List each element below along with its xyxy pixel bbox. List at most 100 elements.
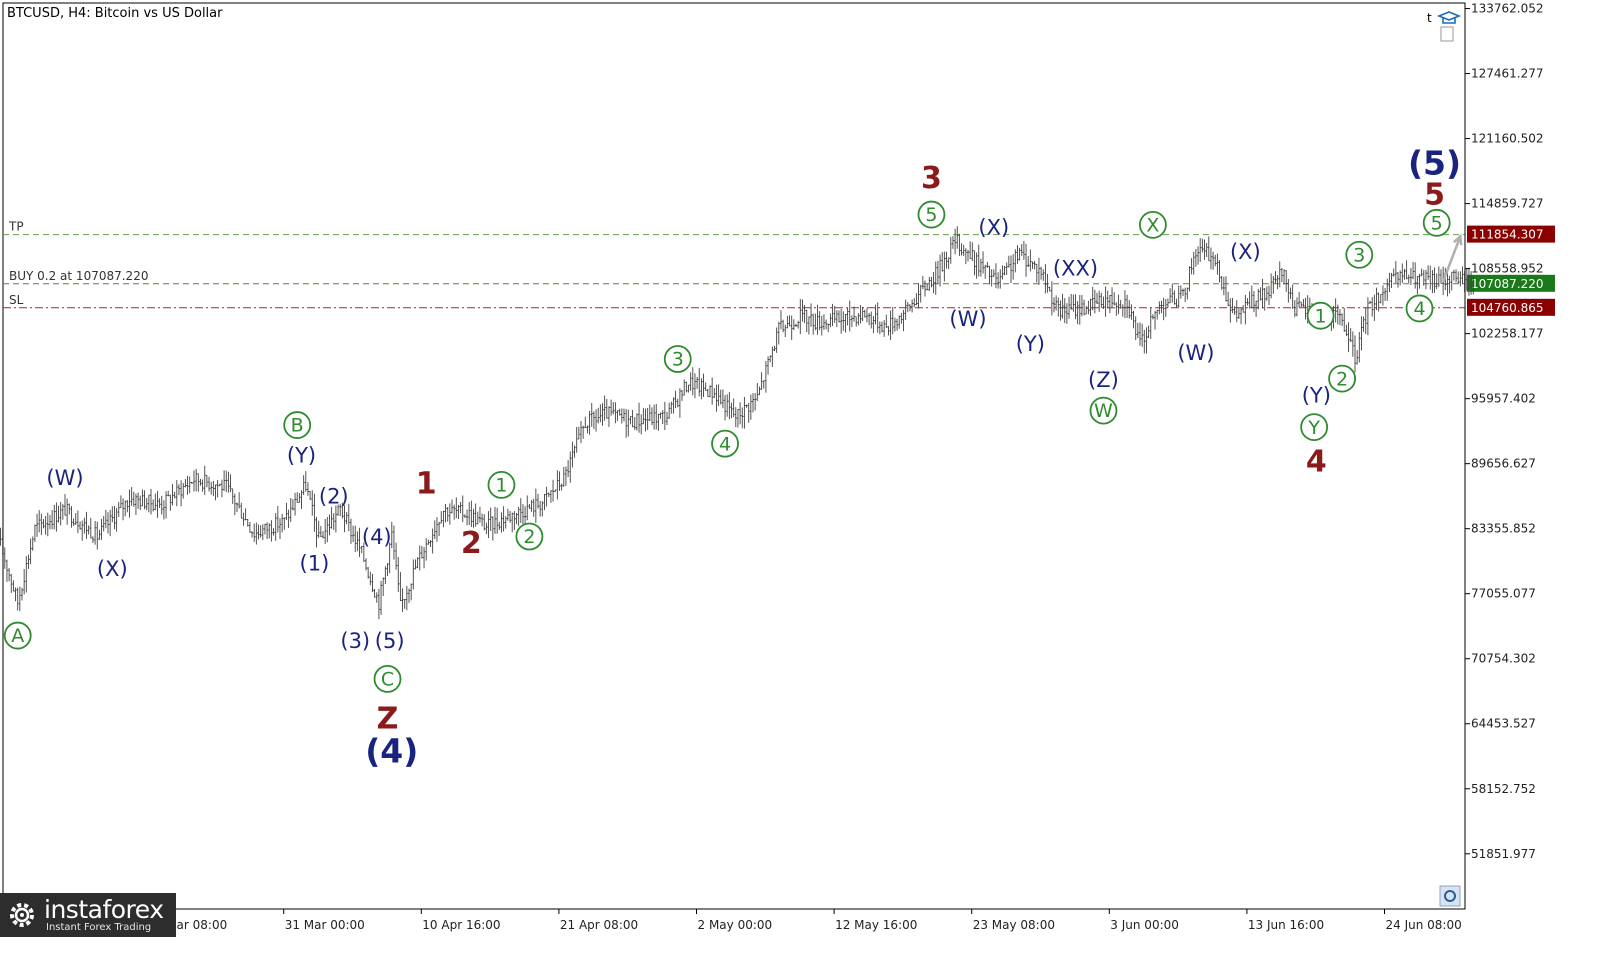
price-bar: [91, 536, 94, 544]
wave-label: (Y): [287, 443, 316, 467]
price-bar: [1042, 269, 1045, 282]
wave-label-circle: [487, 470, 516, 499]
price-bar: [177, 484, 180, 496]
price-bar: [620, 408, 623, 424]
price-bar: [281, 513, 284, 533]
price-bar: [55, 502, 58, 532]
price-bar: [586, 425, 589, 434]
price-bar: [259, 525, 262, 538]
price-bar: [552, 479, 555, 502]
price-bar: [543, 493, 546, 511]
price-bar: [167, 490, 170, 497]
price-bar: [655, 403, 658, 430]
graduation-cap-icon[interactable]: [1436, 11, 1462, 24]
trade-t-icon[interactable]: t: [1427, 11, 1432, 25]
price-bar: [1235, 300, 1238, 323]
price-bar: [1214, 254, 1217, 267]
wave-label-text: (1): [300, 552, 330, 576]
price-bar: [94, 520, 97, 545]
price-bar: [240, 502, 243, 519]
level-label-buy: BUY 0.2 at 107087.220: [9, 269, 148, 283]
template-icon[interactable]: [1440, 26, 1454, 42]
price-bar: [799, 298, 802, 335]
price-bar: [1044, 264, 1047, 294]
price-bar: [141, 489, 144, 507]
price-bar: [646, 407, 649, 430]
price-bar: [1390, 272, 1393, 288]
price-bar: [319, 525, 322, 538]
price-bar: [1173, 290, 1176, 305]
price-bar: [51, 510, 54, 530]
price-bar: [829, 313, 832, 328]
price-bar: [423, 547, 426, 569]
price-bar: [298, 493, 301, 503]
price-bar: [1450, 271, 1453, 291]
price-bar: [124, 500, 127, 517]
price-bar: [820, 315, 823, 336]
price-bar: [1080, 294, 1083, 317]
price-bar: [1440, 269, 1442, 284]
wave-label: (W): [949, 307, 986, 331]
price-bar: [438, 521, 441, 537]
price-bar: [788, 315, 791, 327]
wave-label-text: 4: [1306, 445, 1327, 480]
wave-label-text: X: [1146, 215, 1159, 237]
price-bar: [100, 518, 103, 540]
price-bar: [199, 478, 202, 486]
price-bar: [414, 559, 417, 570]
price-bar: [1050, 281, 1053, 316]
price-axis: 133762.052 127461.277 121160.502 114859.727…: [1464, 2, 1544, 909]
wave-label: (W): [1177, 341, 1214, 365]
price-bar: [79, 521, 82, 530]
price-bar: [676, 398, 679, 408]
price-bar: [1040, 266, 1043, 280]
price-bar: [1392, 268, 1395, 277]
price-bar: [870, 311, 873, 329]
price-bar: [470, 500, 473, 527]
price-bar: [412, 559, 415, 590]
price-bar: [724, 395, 727, 421]
price-bar: [349, 518, 352, 544]
price-bar: [1278, 261, 1281, 288]
price-bar: [210, 481, 213, 495]
wave-label-text: B: [291, 415, 304, 437]
price-bar: [1231, 298, 1234, 314]
price-bar: [498, 521, 501, 531]
price-bar: [1104, 286, 1107, 317]
time-tick-label: 23 May 08:00: [973, 918, 1055, 932]
price-bar: [1470, 271, 1473, 295]
price-bar: [1338, 309, 1341, 326]
chart-toolbar-icon[interactable]: t: [1427, 11, 1462, 42]
price-bar: [365, 558, 367, 571]
price-bar: [612, 402, 615, 415]
price-bar: [315, 516, 318, 548]
price-bar: [779, 310, 782, 330]
price-bar: [345, 512, 348, 525]
price-bar: [848, 300, 851, 332]
price-bar: [590, 403, 593, 427]
wave-label: 2: [515, 522, 544, 551]
price-bar: [197, 473, 200, 492]
autoscroll-icon[interactable]: [1439, 885, 1461, 907]
price-bar: [16, 587, 19, 611]
price-bar: [1287, 278, 1290, 303]
price-bar: [1257, 288, 1260, 310]
price-bar: [180, 480, 183, 507]
price-bar: [369, 571, 372, 586]
price-bar: [982, 251, 985, 274]
price-bar: [573, 445, 576, 458]
price-bar: [1199, 238, 1202, 262]
price-bar: [1345, 324, 1348, 336]
price-bar: [494, 506, 496, 534]
price-badge-text-buy: 107087.220: [1471, 277, 1544, 291]
watermark-brand: instaforex: [44, 895, 164, 924]
price-bar: [274, 513, 277, 541]
price-bar: [1248, 291, 1251, 309]
price-bar: [208, 476, 211, 492]
price-bar: [1431, 269, 1434, 294]
price-bar: [1115, 302, 1118, 316]
gear-logo-icon: [10, 903, 34, 927]
price-bar: [754, 392, 757, 411]
wave-label: (4): [362, 525, 392, 549]
